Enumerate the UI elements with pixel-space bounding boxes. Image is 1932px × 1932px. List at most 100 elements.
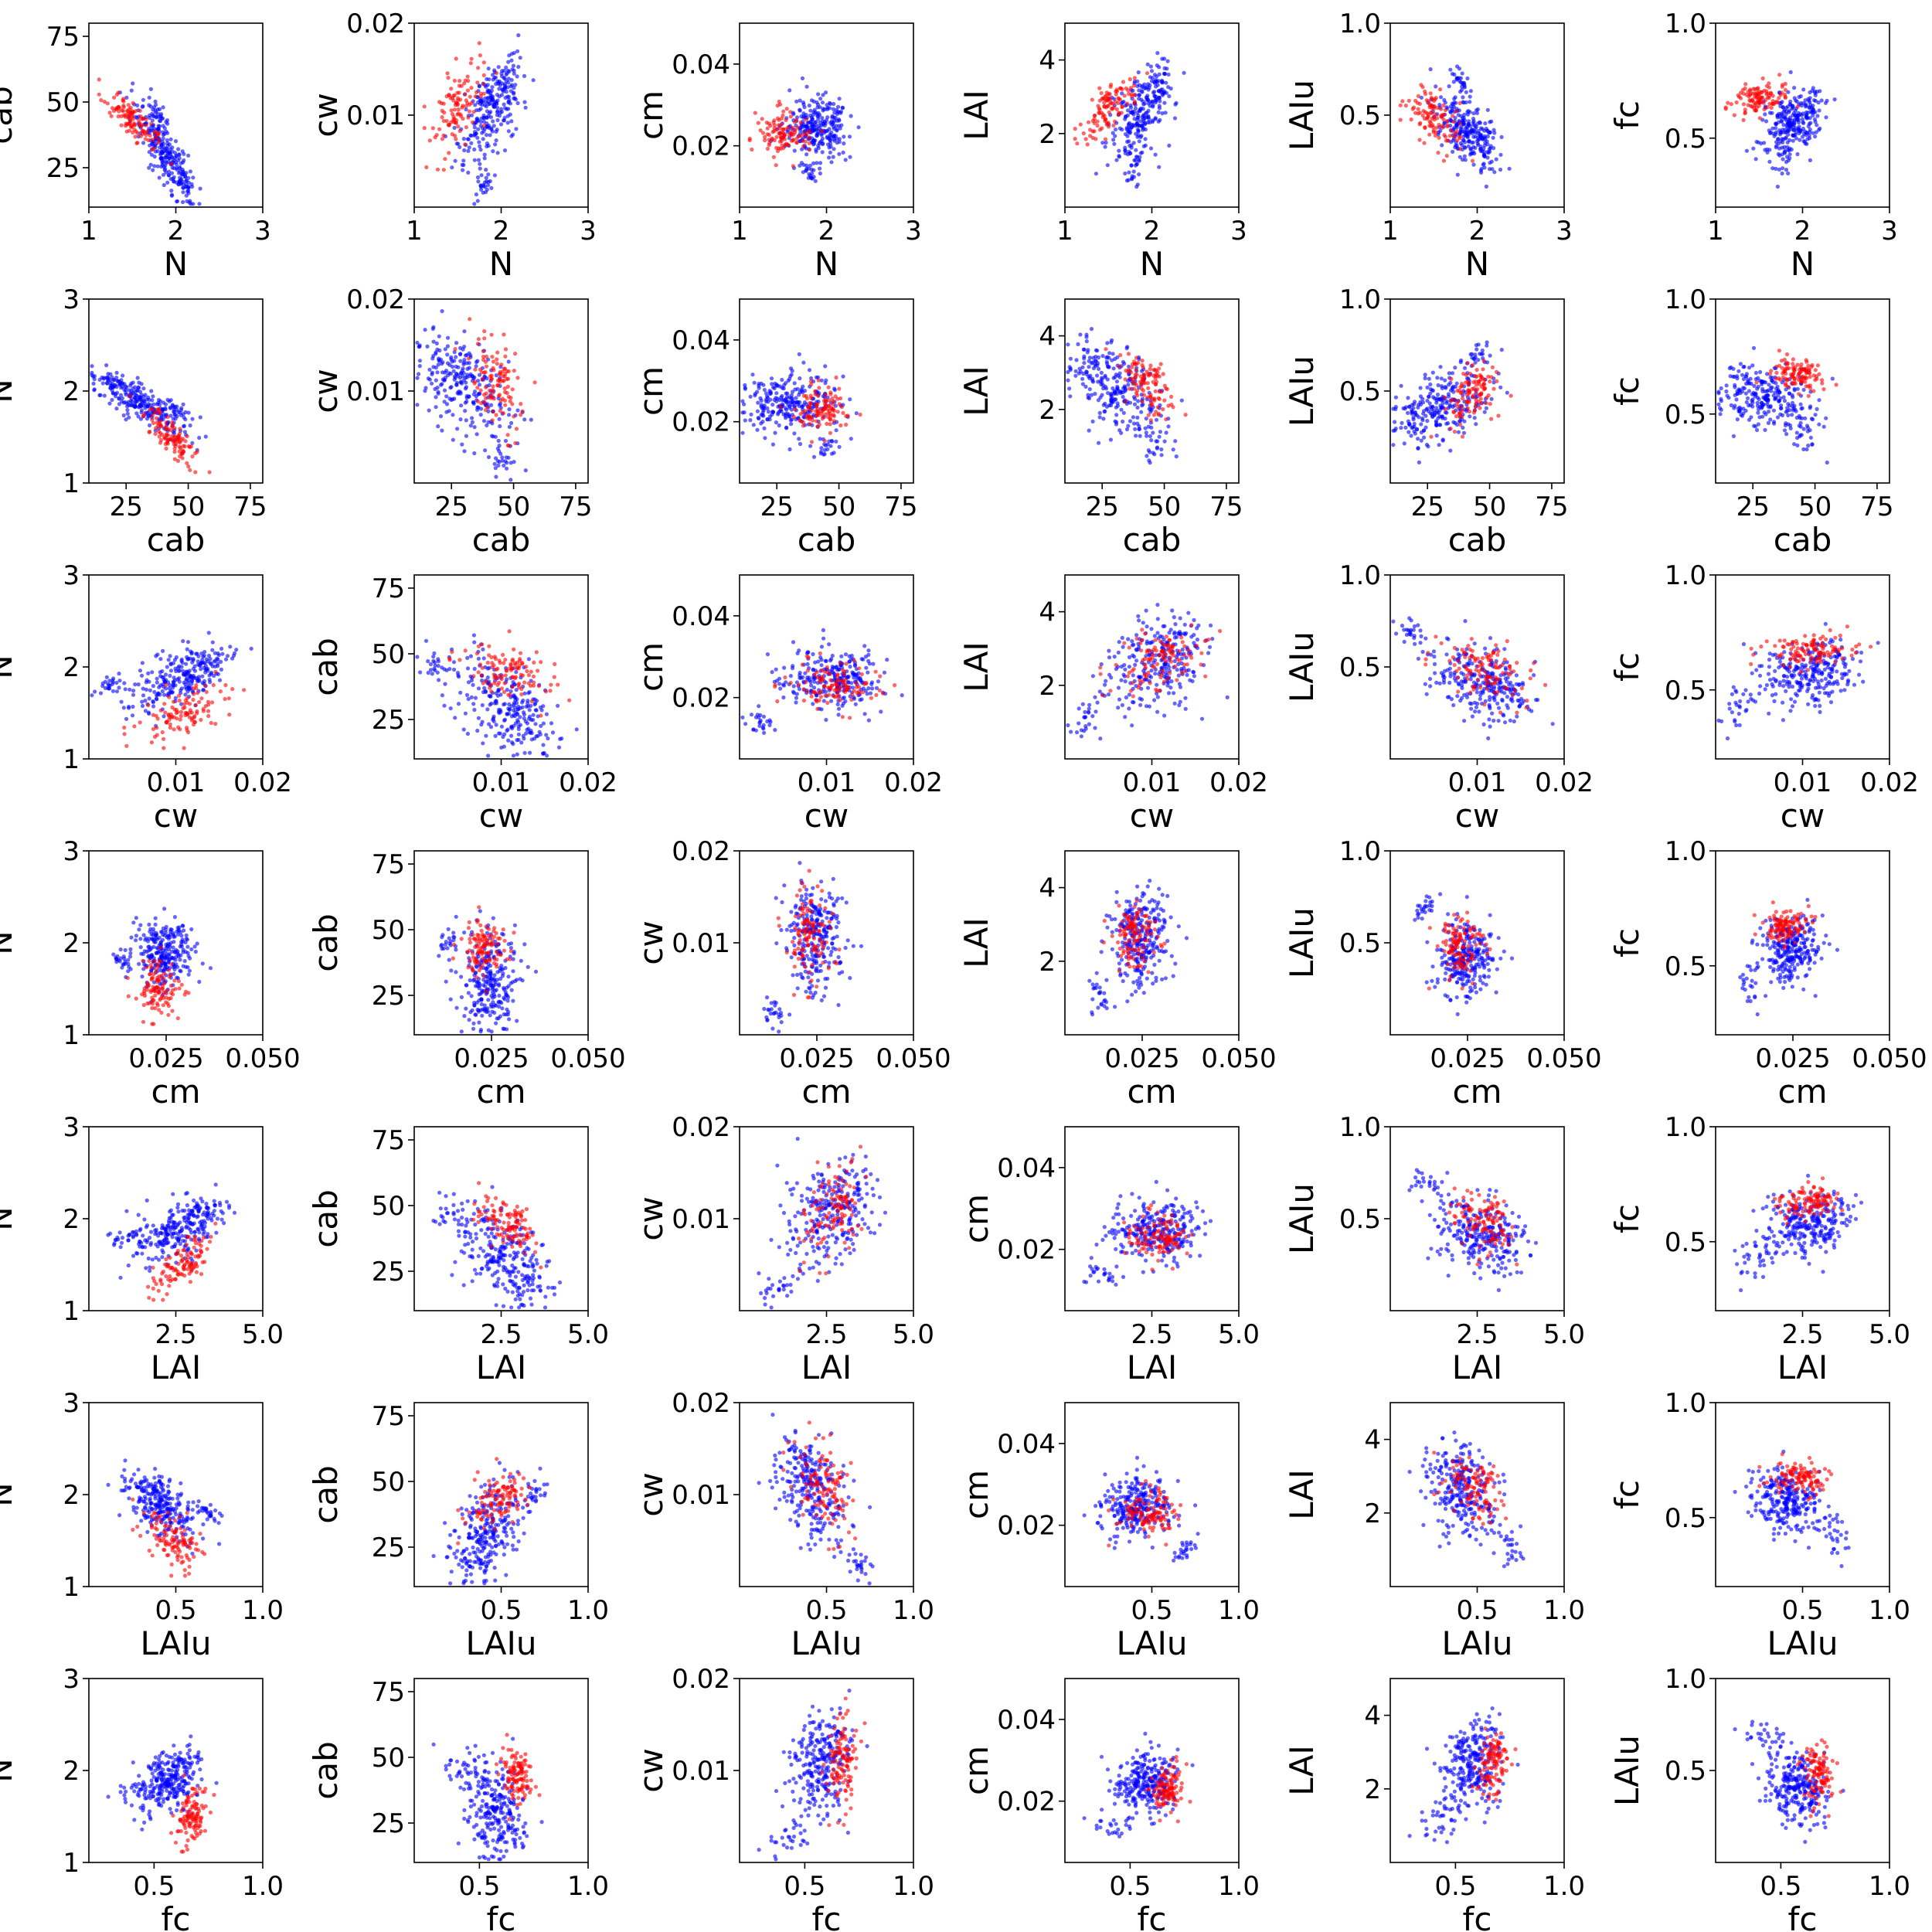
- blue-point: [124, 95, 129, 100]
- red-point: [1140, 359, 1145, 363]
- blue-point: [808, 108, 813, 113]
- red-point: [1451, 114, 1455, 118]
- red-point: [1776, 100, 1781, 105]
- red-point: [787, 133, 792, 138]
- blue-point: [1776, 388, 1781, 393]
- y-tick-label: 2: [63, 376, 80, 407]
- blue-point: [166, 173, 171, 178]
- blue-point: [198, 186, 202, 191]
- blue-point: [1439, 376, 1444, 381]
- blue-point: [1137, 172, 1141, 177]
- blue-point: [464, 385, 469, 389]
- blue-point: [430, 381, 434, 386]
- blue-point: [461, 137, 466, 141]
- blue-point: [1781, 166, 1785, 171]
- red-point: [1751, 87, 1756, 91]
- blue-point: [1462, 419, 1467, 423]
- blue-point: [121, 373, 125, 378]
- blue-point: [417, 364, 422, 369]
- red-point: [1411, 105, 1417, 110]
- red-point: [775, 104, 780, 108]
- red-point: [515, 376, 520, 380]
- blue-point: [1464, 90, 1468, 94]
- red-point: [1739, 90, 1743, 95]
- red-point: [1478, 406, 1482, 410]
- blue-point: [1740, 413, 1745, 418]
- blue-point: [1419, 438, 1423, 443]
- red-point: [116, 104, 121, 110]
- red-point: [1481, 359, 1486, 363]
- blue-point: [804, 146, 808, 151]
- blue-point: [1780, 171, 1784, 176]
- blue-point: [1089, 393, 1094, 397]
- blue-point: [834, 428, 838, 433]
- blue-point: [1434, 406, 1439, 410]
- red-point: [479, 370, 485, 375]
- blue-point: [1782, 399, 1787, 403]
- blue-point: [1786, 171, 1791, 175]
- red-point: [141, 413, 145, 419]
- red-point: [150, 148, 155, 152]
- blue-point: [507, 424, 512, 430]
- blue-point: [818, 161, 823, 165]
- blue-point: [472, 202, 477, 206]
- blue-point: [1156, 110, 1161, 114]
- red-point: [156, 131, 161, 135]
- red-point: [1777, 349, 1781, 353]
- blue-point: [494, 474, 498, 479]
- blue-point: [468, 133, 473, 138]
- blue-point: [1821, 424, 1826, 429]
- blue-point: [190, 417, 195, 421]
- blue-point: [169, 155, 174, 160]
- blue-point: [1148, 120, 1152, 124]
- x-tick-label: 50: [497, 492, 530, 522]
- red-point: [1159, 389, 1164, 394]
- blue-point: [486, 454, 492, 460]
- red-point: [780, 143, 784, 148]
- blue-point: [1422, 435, 1427, 440]
- blue-point: [1174, 100, 1179, 105]
- blue-point: [1117, 371, 1122, 376]
- red-point: [1092, 117, 1097, 121]
- blue-point: [1498, 385, 1503, 389]
- blue-point: [473, 103, 478, 107]
- red-point: [1753, 108, 1758, 113]
- red-point: [144, 123, 148, 128]
- blue-point: [1756, 384, 1760, 389]
- blue-point: [1719, 396, 1723, 402]
- blue-point: [1813, 93, 1818, 97]
- blue-point: [794, 99, 799, 104]
- blue-point: [1132, 117, 1137, 121]
- blue-point: [753, 392, 757, 396]
- blue-point: [848, 397, 852, 402]
- red-point: [1741, 102, 1746, 107]
- y-axis-label: fc: [1608, 376, 1646, 406]
- blue-point: [147, 165, 151, 170]
- red-point: [820, 409, 825, 413]
- red-point: [1743, 86, 1747, 91]
- red-point: [1465, 361, 1470, 366]
- blue-point: [1471, 140, 1476, 145]
- blue-point: [164, 170, 168, 175]
- red-point: [144, 133, 148, 138]
- blue-point: [1475, 347, 1479, 352]
- red-point: [1458, 121, 1462, 126]
- blue-point: [484, 133, 489, 138]
- blue-point: [809, 115, 815, 120]
- blue-point: [1400, 420, 1404, 426]
- blue-point: [1162, 71, 1166, 76]
- blue-point: [504, 90, 509, 94]
- blue-point: [1462, 83, 1467, 89]
- blue-point: [166, 658, 171, 662]
- blue-point: [477, 107, 481, 112]
- blue-point: [794, 396, 798, 400]
- blue-point: [106, 372, 111, 376]
- blue-point: [172, 175, 176, 179]
- blue-point: [1066, 378, 1070, 383]
- red-point: [1100, 126, 1104, 131]
- red-point: [1748, 88, 1753, 94]
- blue-point: [1073, 373, 1078, 378]
- blue-point: [476, 127, 481, 131]
- blue-point: [169, 192, 175, 197]
